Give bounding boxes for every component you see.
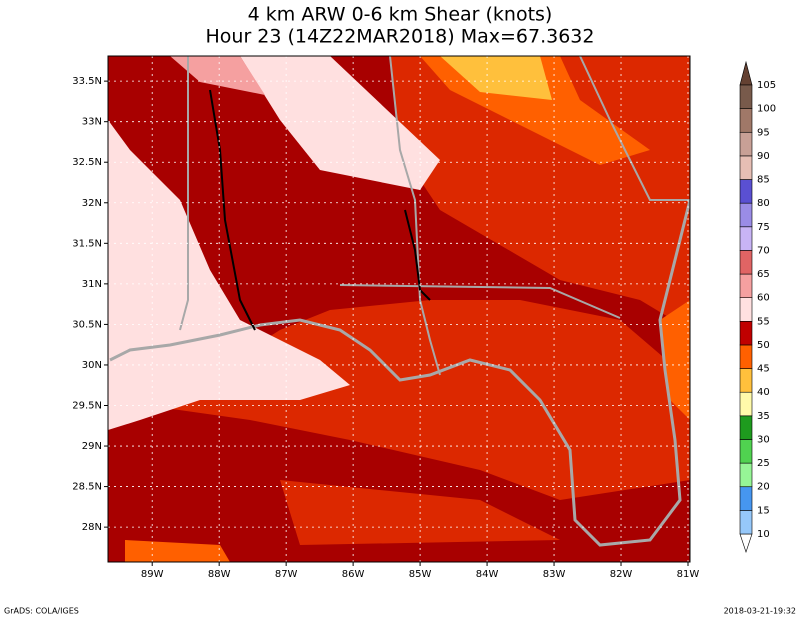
- lat-label: 33.5N: [72, 76, 102, 87]
- lon-label: 87W: [275, 569, 298, 580]
- colorbar-arrow: [739, 533, 753, 553]
- state-border: [339, 284, 621, 319]
- field: [440, 56, 552, 100]
- field: [108, 56, 690, 400]
- lat-label: 30.5N: [72, 319, 102, 330]
- colorbar-box: [739, 368, 753, 393]
- river: [209, 89, 256, 331]
- lat-label: 30N: [82, 360, 102, 371]
- lat-label: 32.5N: [72, 157, 102, 168]
- colorbar-label: 35: [757, 411, 770, 422]
- colorbar-label: 65: [757, 269, 770, 280]
- river: [404, 209, 431, 301]
- field: [125, 540, 230, 562]
- colorbar-label: 70: [757, 245, 770, 256]
- lat-label: 28N: [82, 522, 102, 533]
- footer-left: GrADS: COLA/IGES: [4, 607, 79, 616]
- colorbar-label: 95: [757, 127, 770, 138]
- map: [107, 55, 691, 563]
- colorbar-box: [739, 202, 753, 228]
- lon-label: 86W: [342, 569, 365, 580]
- colorbar-arrow: [739, 60, 753, 86]
- coastline: [109, 199, 690, 547]
- colorbar-label: 20: [757, 482, 770, 493]
- lat-label: 33N: [82, 117, 102, 128]
- lon-label: 85W: [409, 569, 432, 580]
- colorbar-label: 60: [757, 293, 770, 304]
- field: [240, 56, 440, 190]
- lat-label: 28.5N: [72, 482, 102, 493]
- colorbar-box: [739, 84, 753, 109]
- lon-label: 82W: [610, 569, 633, 580]
- lat-label: 29N: [82, 441, 102, 452]
- lon-label: 88W: [208, 569, 231, 580]
- lat-label: 32N: [82, 198, 102, 209]
- footer-right: 2018-03-21-19:32: [724, 607, 796, 616]
- lat-label: 31.5N: [72, 238, 102, 249]
- colorbar-box: [739, 344, 753, 369]
- field: [108, 400, 690, 562]
- colorbar-box: [739, 415, 753, 440]
- colorbar-label: 10: [757, 529, 770, 540]
- state-border: [389, 56, 441, 376]
- colorbar-box: [739, 439, 753, 464]
- colorbar-box: [739, 226, 753, 251]
- title-line: Hour 23 (14Z22MAR2018) Max=67.3632: [206, 26, 595, 48]
- colorbar-box: [739, 462, 753, 488]
- lon-label: 83W: [543, 569, 566, 580]
- colorbar-box: [739, 250, 753, 275]
- colorbar-box: [739, 108, 753, 133]
- colorbar-box: [739, 391, 753, 417]
- field: [170, 56, 265, 95]
- colorbar-label: 100: [757, 104, 776, 115]
- colorbar-box: [739, 321, 753, 346]
- colorbar-label: 75: [757, 222, 770, 233]
- colorbar-label: 80: [757, 198, 770, 209]
- colorbar-box: [739, 179, 753, 204]
- lon-label: 81W: [677, 569, 700, 580]
- field: [108, 120, 350, 430]
- colorbar-box: [739, 297, 753, 322]
- colorbar-label: 105: [757, 80, 776, 91]
- colorbar-box: [739, 155, 753, 180]
- lat-label: 31N: [82, 279, 102, 290]
- state-border: [579, 56, 690, 201]
- colorbar-label: 45: [757, 364, 770, 375]
- colorbar-label: 50: [757, 340, 770, 351]
- colorbar-label: 25: [757, 458, 770, 469]
- colorbar-box: [739, 273, 753, 298]
- title-line: 4 km ARW 0-6 km Shear (knots): [248, 4, 553, 26]
- state-border: [179, 56, 189, 331]
- colorbar-label: 40: [757, 387, 770, 398]
- lon-label: 89W: [141, 569, 164, 580]
- colorbar-label: 30: [757, 434, 770, 445]
- colorbar-box: [739, 131, 753, 157]
- lon-label: 84W: [476, 569, 499, 580]
- map-frame: [107, 55, 691, 563]
- colorbar-box: [739, 486, 753, 511]
- colorbar-label: 15: [757, 505, 770, 516]
- colorbar-label: 55: [757, 316, 770, 327]
- lat-label: 29.5N: [72, 400, 102, 411]
- field: [660, 300, 690, 420]
- colorbar: 10 15 20 25 30 35 40 45 50 55 60 65 70 75 80 85 90 95 100 1…: [739, 60, 776, 553]
- colorbar-label: 90: [757, 151, 770, 162]
- colorbar-box: [739, 510, 753, 535]
- colorbar-label: 85: [757, 175, 770, 186]
